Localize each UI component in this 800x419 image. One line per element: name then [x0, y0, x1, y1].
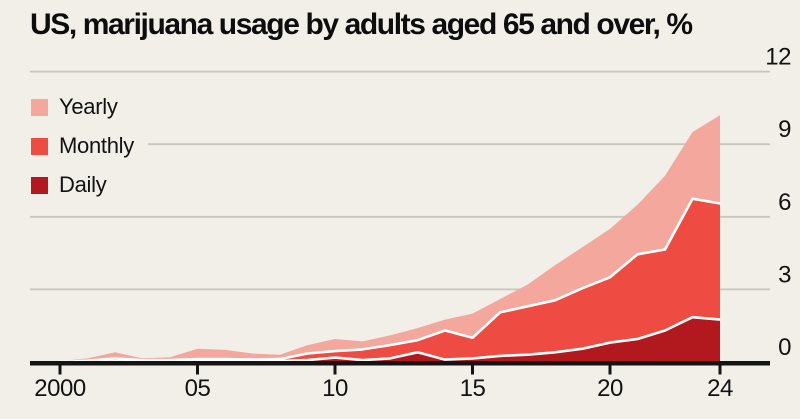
y-tick-label: 0: [778, 334, 791, 361]
legend-item-monthly: Monthly: [31, 133, 134, 158]
x-axis-line: [30, 361, 770, 366]
legend: Yearly Monthly Daily: [25, 94, 148, 198]
y-tick-label: 6: [778, 189, 791, 216]
daily-swatch-icon: [31, 176, 48, 194]
legend-item-daily: Daily: [31, 172, 134, 197]
legend-item-yearly: Yearly: [31, 94, 134, 119]
y-tick-label: 9: [778, 116, 791, 143]
yearly-swatch-icon: [31, 98, 48, 116]
x-tick-label: 10: [322, 375, 348, 402]
monthly-boundary-line: [59, 197, 721, 364]
legend-label: Yearly: [59, 94, 118, 119]
x-tick: [608, 365, 612, 375]
x-tick-label: 20: [597, 375, 623, 402]
x-tick-label: 24: [707, 375, 733, 402]
x-tick: [196, 365, 199, 375]
x-tick: [471, 365, 474, 375]
x-tick-label: 15: [460, 375, 486, 402]
chart-title: US, marijuana usage by adults aged 65 an…: [30, 8, 693, 41]
x-tick: [58, 365, 62, 375]
x-tick-label: 05: [185, 375, 211, 402]
legend-label: Daily: [59, 172, 107, 197]
x-tick: [718, 365, 722, 375]
y-tick-label: 12: [765, 44, 791, 71]
x-tick: [333, 365, 337, 375]
legend-label: Monthly: [59, 133, 134, 158]
x-tick-label: 2000: [34, 375, 86, 402]
y-tick-label: 3: [778, 261, 791, 288]
monthly-area: [60, 198, 720, 364]
monthly-swatch-icon: [31, 137, 48, 155]
